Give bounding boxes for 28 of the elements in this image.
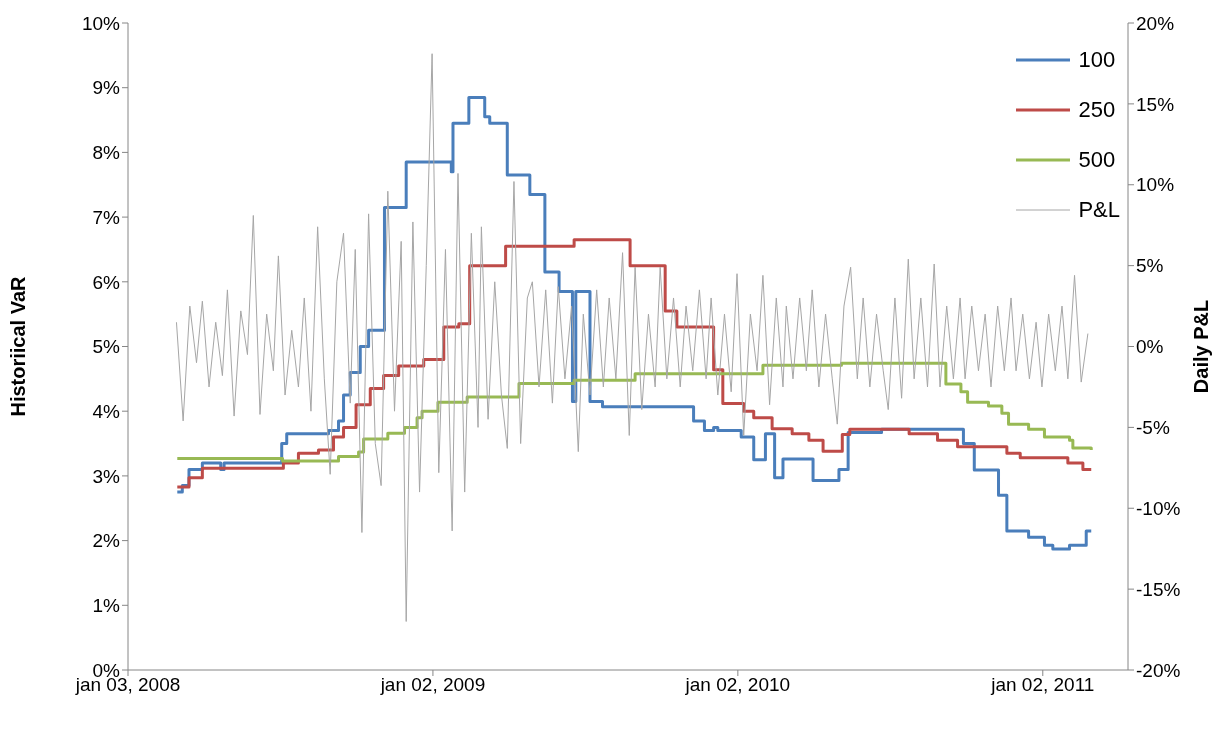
y-tick-label: 1%: [92, 595, 121, 617]
y-tick-label: 7%: [92, 206, 121, 228]
legend-label: 500: [1078, 147, 1116, 173]
y-tick-label: 10%: [81, 12, 121, 34]
y-tick-label: 6%: [92, 271, 121, 293]
y-tick-label: 3%: [92, 465, 121, 487]
y-tick-label: 2%: [92, 530, 121, 552]
y-tick-label: 4%: [92, 400, 121, 422]
legend-label: P&L: [1078, 197, 1120, 223]
x-tick-label: jan 02, 2010: [684, 674, 791, 696]
y2-tick-label: -20%: [1136, 659, 1181, 681]
legend-label: 250: [1078, 97, 1116, 123]
y-tick-label: 9%: [92, 77, 121, 99]
y2-tick-label: 20%: [1136, 12, 1175, 34]
y-tick-label: 8%: [92, 142, 121, 164]
y2-axis-title: Daily P&L: [1190, 299, 1213, 394]
y2-tick-label: 5%: [1136, 255, 1164, 277]
y-axis-title: Historiical VaR: [7, 275, 30, 417]
y2-tick-label: -10%: [1136, 497, 1181, 519]
x-tick-label: jan 02, 2009: [379, 674, 486, 696]
y2-tick-label: -5%: [1136, 417, 1170, 439]
y2-tick-label: 15%: [1136, 93, 1175, 115]
y2-tick-label: 0%: [1136, 336, 1164, 358]
y-tick-label: 5%: [92, 336, 121, 358]
x-tick-label: jan 02, 2011: [990, 674, 1095, 696]
y2-tick-label: 10%: [1136, 174, 1175, 196]
y2-tick-label: -15%: [1136, 578, 1181, 600]
legend-label: 100: [1078, 47, 1116, 73]
